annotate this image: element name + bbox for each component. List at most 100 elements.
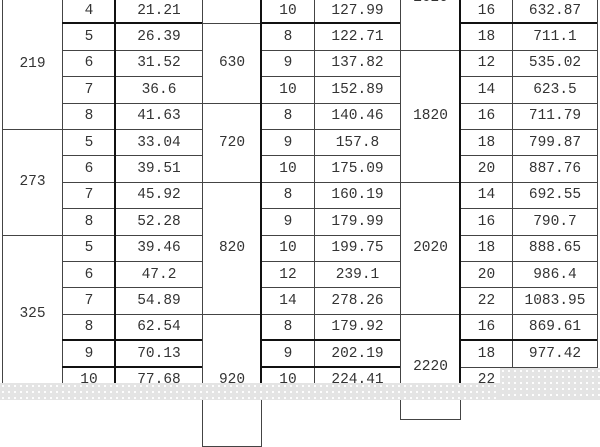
thickness-cell: 16 (460, 313, 513, 342)
group-cell: 325 (2, 234, 63, 394)
thickness-cell: 4 (62, 0, 116, 25)
group-cell (202, 0, 262, 25)
weight-cell: 799.87 (512, 129, 598, 157)
thick-divider (260, 0, 262, 400)
weight-cell: 62.54 (115, 313, 203, 342)
thickness-cell: 5 (62, 234, 116, 262)
weight-cell: 202.19 (314, 340, 401, 368)
weight-cell: 47.2 (115, 261, 203, 289)
weight-cell: 41.63 (115, 102, 203, 130)
thickness-cell: 16 (460, 102, 513, 130)
thickness-cell: 7 (62, 181, 116, 210)
weight-cell: 175.09 (314, 155, 401, 183)
group-cell: 720 (202, 102, 262, 183)
group-cell: 219 (2, 0, 63, 130)
weight-cell: 45.92 (115, 181, 203, 210)
thickness-cell: 6 (62, 261, 116, 289)
thickness-cell: 12 (460, 49, 513, 78)
thickness-cell: 8 (261, 23, 315, 51)
weight-cell: 152.89 (314, 76, 401, 104)
weight-cell: 199.75 (314, 234, 401, 262)
group-cell: 273 (2, 129, 63, 236)
thick-divider (261, 365, 400, 368)
weight-cell: 179.92 (314, 313, 401, 342)
weight-cell: 790.7 (512, 208, 598, 236)
weight-cell: 39.51 (115, 155, 203, 183)
thickness-cell: 8 (261, 181, 315, 210)
thick-divider (114, 0, 116, 400)
weight-cell: 278.26 (314, 287, 401, 315)
weight-cell: 70.13 (115, 340, 203, 368)
thickness-cell: 10 (261, 0, 315, 25)
thick-divider (459, 0, 461, 400)
thick-divider (261, 22, 400, 25)
thickness-cell: 20 (460, 261, 513, 289)
thickness-cell: 7 (62, 76, 116, 104)
thick-divider (460, 22, 597, 25)
weight-cell: 127.99 (314, 0, 401, 25)
group-cell: 1620 (400, 0, 461, 51)
weight-cell: 986.4 (512, 261, 598, 289)
weight-cell: 623.5 (512, 76, 598, 104)
thick-divider (460, 339, 597, 342)
weight-cell: 33.04 (115, 129, 203, 157)
thickness-cell: 10 (261, 76, 315, 104)
thick-divider (62, 339, 202, 342)
group-cell: 630 (202, 23, 262, 104)
thickness-cell: 8 (261, 313, 315, 342)
thickness-cell: 18 (460, 234, 513, 262)
weight-cell: 160.19 (314, 181, 401, 210)
thickness-cell: 5 (62, 129, 116, 157)
thickness-cell: 9 (261, 208, 315, 236)
weight-cell: 137.82 (314, 49, 401, 78)
weight-cell: 535.02 (512, 49, 598, 78)
group-cell: 1820 (400, 49, 461, 183)
thickness-cell: 18 (460, 340, 513, 368)
weight-cell: 52.28 (115, 208, 203, 236)
thickness-cell: 5 (62, 23, 116, 51)
weight-cell: 31.52 (115, 49, 203, 78)
thickness-cell: 20 (460, 155, 513, 183)
thickness-cell: 14 (460, 181, 513, 210)
weight-cell: 140.46 (314, 102, 401, 130)
weight-cell: 26.39 (115, 23, 203, 51)
weight-cell: 179.99 (314, 208, 401, 236)
thickness-cell: 9 (261, 340, 315, 368)
thickness-cell: 14 (261, 287, 315, 315)
weight-cell: 39.46 (115, 234, 203, 262)
weight-cell: 21.21 (115, 0, 203, 25)
thickness-cell: 22 (460, 287, 513, 315)
weight-cell: 1083.95 (512, 287, 598, 315)
weight-cell: 869.61 (512, 313, 598, 342)
thickness-cell: 16 (460, 0, 513, 25)
thickness-cell: 7 (62, 287, 116, 315)
thickness-cell: 10 (261, 234, 315, 262)
image-overlay-corner (500, 368, 600, 400)
group-cell: 820 (202, 181, 262, 315)
thickness-cell: 8 (261, 102, 315, 130)
group-cell: 2020 (400, 181, 461, 315)
thick-divider (62, 22, 202, 25)
thick-divider (261, 339, 400, 342)
weight-cell: 36.6 (115, 76, 203, 104)
thickness-cell: 8 (62, 102, 116, 130)
weight-cell: 239.1 (314, 261, 401, 289)
thickness-cell: 9 (261, 129, 315, 157)
thickness-cell: 8 (62, 208, 116, 236)
weight-cell: 711.79 (512, 102, 598, 130)
group-cell: 920 (202, 313, 262, 447)
image-overlay-bottom (0, 383, 600, 400)
thickness-cell: 16 (460, 208, 513, 236)
thickness-cell: 14 (460, 76, 513, 104)
weight-cell: 692.55 (512, 181, 598, 210)
thickness-cell: 6 (62, 155, 116, 183)
thick-divider (62, 365, 202, 368)
thickness-cell: 8 (62, 313, 116, 342)
thickness-cell: 12 (261, 261, 315, 289)
weight-cell: 157.8 (314, 129, 401, 157)
weight-cell: 122.71 (314, 23, 401, 51)
thickness-cell: 18 (460, 129, 513, 157)
weight-cell: 54.89 (115, 287, 203, 315)
weight-cell: 888.65 (512, 234, 598, 262)
